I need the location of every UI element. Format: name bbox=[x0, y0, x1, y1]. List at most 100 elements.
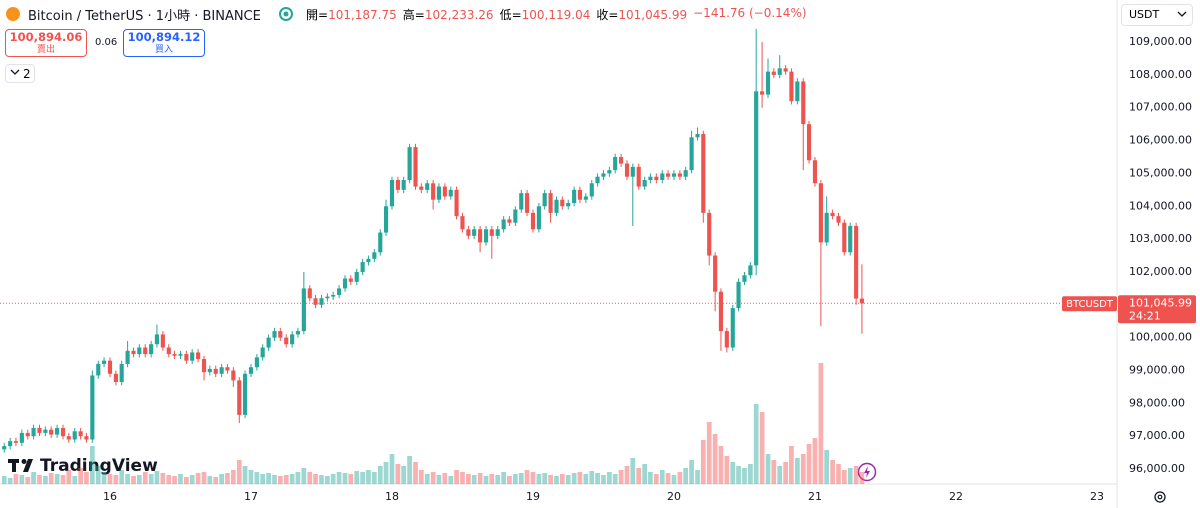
volume-bar bbox=[219, 474, 225, 484]
volume-bar bbox=[589, 471, 595, 484]
candle-body bbox=[395, 180, 400, 190]
volume-bar bbox=[653, 474, 659, 484]
value: 102,233.26 bbox=[424, 8, 494, 22]
candle-body bbox=[66, 436, 71, 440]
x-tick-label: 21 bbox=[808, 490, 822, 503]
candle-body bbox=[718, 291, 723, 332]
candle-body bbox=[777, 68, 782, 75]
candle-body bbox=[642, 180, 647, 187]
volume-bar bbox=[507, 476, 512, 484]
candle-body bbox=[583, 196, 588, 200]
label: 高= bbox=[402, 8, 425, 22]
volume-bar bbox=[836, 464, 841, 484]
candle-body bbox=[37, 427, 42, 433]
candle-body bbox=[683, 170, 688, 177]
volume-bar bbox=[43, 476, 48, 484]
candle-body bbox=[795, 81, 800, 102]
candle-body bbox=[460, 216, 465, 230]
volume-bar bbox=[841, 470, 847, 484]
market-status[interactable] bbox=[279, 7, 293, 21]
volume-bar bbox=[301, 468, 307, 484]
candle-body bbox=[160, 334, 165, 348]
volume-bar bbox=[554, 476, 559, 484]
spread: 0.06 bbox=[95, 37, 118, 48]
candle-body bbox=[836, 216, 841, 223]
volume-bar bbox=[89, 446, 95, 484]
volume-bar bbox=[624, 466, 630, 484]
candle-body bbox=[842, 222, 847, 253]
x-tick-label: 22 bbox=[949, 490, 963, 503]
settings-icon[interactable] bbox=[1154, 491, 1166, 503]
volume-bar bbox=[742, 468, 747, 484]
y-tick-label: 97,000.00 bbox=[1129, 429, 1185, 442]
volume-bar bbox=[225, 473, 230, 484]
buy-button[interactable]: 100,894.12 買入 bbox=[123, 29, 205, 57]
volume-bar bbox=[78, 468, 84, 484]
currency-select[interactable]: USDT bbox=[1121, 4, 1193, 26]
value: 100,119.04 bbox=[521, 8, 591, 22]
candle-body bbox=[648, 176, 653, 181]
volume-bar bbox=[477, 473, 483, 484]
y-tick-label: 104,000.00 bbox=[1129, 199, 1192, 212]
volume-bar bbox=[72, 476, 78, 484]
candle-body bbox=[589, 183, 594, 197]
candle-body bbox=[695, 134, 700, 138]
candle-body bbox=[131, 350, 136, 355]
volume-bar bbox=[612, 474, 618, 484]
x-tick-label: 23 bbox=[1090, 490, 1104, 503]
candle-body bbox=[854, 225, 859, 299]
last-price-label bbox=[1118, 295, 1196, 324]
volume-bar bbox=[371, 472, 377, 484]
candle-body bbox=[660, 173, 665, 181]
x-tick-label: 18 bbox=[385, 490, 399, 503]
volume-bar bbox=[19, 475, 25, 484]
layout-toggle[interactable]: 2 bbox=[5, 64, 35, 83]
volume-bar bbox=[95, 466, 101, 484]
volume-bar bbox=[48, 473, 54, 484]
volume-bar bbox=[648, 472, 653, 484]
candle-body bbox=[765, 71, 771, 95]
volume-bar bbox=[483, 476, 489, 484]
candle-body bbox=[72, 431, 77, 440]
y-tick-label: 108,000.00 bbox=[1129, 68, 1192, 81]
candle-body bbox=[478, 229, 483, 243]
volume-bar bbox=[471, 475, 477, 484]
candle-body bbox=[724, 331, 729, 348]
alert-bolt bbox=[864, 466, 870, 478]
volume-bar bbox=[289, 474, 295, 484]
volume-bar bbox=[448, 476, 454, 484]
volume-bar bbox=[565, 475, 571, 484]
volume-bar bbox=[195, 473, 201, 484]
volume-bar bbox=[748, 464, 753, 484]
x-tick-label: 20 bbox=[667, 490, 681, 503]
candle-body bbox=[771, 71, 776, 75]
sell-button[interactable]: 100,894.06 賣出 bbox=[5, 29, 87, 57]
market-status-dot bbox=[283, 11, 289, 17]
volume-bar bbox=[677, 472, 683, 484]
brand-logo: TradingView bbox=[8, 456, 158, 476]
candle-body bbox=[536, 206, 541, 230]
y-tick-label: 96,000.00 bbox=[1129, 462, 1185, 475]
candle-body bbox=[84, 436, 89, 440]
volume-bar bbox=[659, 470, 665, 484]
volume-bar bbox=[718, 446, 724, 484]
candle-body bbox=[707, 212, 712, 256]
candle-body bbox=[665, 173, 671, 177]
candle-body bbox=[342, 278, 348, 289]
candle-body bbox=[801, 81, 806, 125]
symbol-title: Bitcoin / TetherUS · 1小時 · BINANCE bbox=[28, 5, 261, 24]
volume-bar bbox=[319, 475, 324, 484]
volume-bar bbox=[348, 474, 354, 484]
candle-body bbox=[284, 337, 289, 345]
candle-body bbox=[360, 262, 365, 272]
ohlc-legend: 開=101,187.75 高=102,233.26 低=100,119.04 收… bbox=[306, 6, 807, 23]
volume-bar bbox=[753, 404, 759, 484]
volume-bar bbox=[148, 474, 154, 484]
candle-body bbox=[383, 206, 389, 233]
volume-bar bbox=[189, 475, 195, 484]
volume-bar bbox=[166, 475, 172, 484]
volume-bar bbox=[277, 476, 283, 484]
volume-bar bbox=[84, 472, 89, 484]
x-tick-label: 17 bbox=[244, 490, 258, 503]
